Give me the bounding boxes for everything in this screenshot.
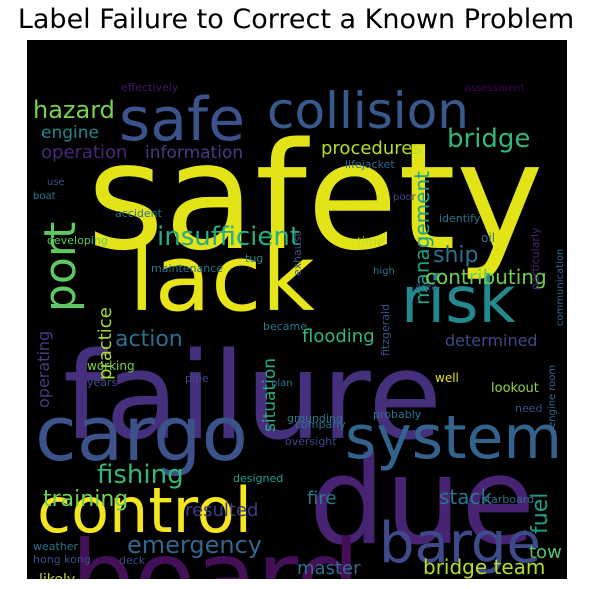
word-oversight: oversight: [285, 435, 337, 448]
word-poor: poor: [393, 192, 417, 203]
word-high: high: [373, 266, 395, 277]
word-determined: determined: [445, 331, 538, 350]
word-board: board: [71, 519, 360, 579]
word-flooding: flooding: [302, 326, 375, 347]
word-management: management: [410, 171, 434, 305]
word-insufficient: insufficient: [157, 222, 300, 252]
word-safe: safe: [119, 85, 245, 155]
word-failure: failure: [63, 328, 442, 467]
word-ship: ship: [433, 243, 478, 268]
word-collision: collision: [267, 82, 469, 140]
word-engine: engine: [41, 123, 99, 143]
word-resulted: resulted: [185, 500, 258, 521]
word-effectively: effectively: [121, 81, 179, 94]
word-information: information: [145, 143, 243, 163]
word-fitzgerald: fitzgerald: [379, 304, 392, 356]
word-cargo: cargo: [35, 389, 248, 478]
word-area: area: [415, 282, 437, 293]
word-became: became: [263, 320, 307, 333]
word-barge: barge: [379, 511, 541, 576]
word-practice: practice: [95, 307, 116, 380]
word-stack: stack: [439, 485, 493, 509]
word-well: well: [435, 371, 459, 385]
word-lack: lack: [129, 225, 316, 332]
word-fire: fire: [307, 488, 336, 509]
word-boat: boat: [33, 191, 56, 202]
word-operation: operation: [41, 142, 127, 163]
word-lifejacket: lifejacket: [345, 158, 395, 171]
word-starboard: starboard: [481, 493, 534, 506]
chart-title: Label Failure to Correct a Known Problem: [17, 4, 575, 35]
word-assessment: assessment: [465, 83, 524, 94]
word-system: system: [345, 403, 562, 473]
word-pipe: pipe: [185, 372, 209, 385]
word-procedures: procedures: [321, 138, 422, 159]
word-likely: likely: [39, 572, 75, 579]
word-oil: oil: [481, 231, 495, 245]
word-grounding: grounding: [287, 412, 343, 425]
word-fishing: fishing: [97, 460, 184, 490]
word-designed: designed: [233, 472, 283, 485]
word-deck: deck: [119, 554, 146, 567]
word-plan: plan: [271, 378, 293, 389]
word-action: action: [115, 327, 183, 352]
word-probably: probably: [373, 408, 422, 421]
word-use: use: [47, 177, 65, 188]
word-training: training: [43, 487, 128, 512]
word-communication: communication: [555, 249, 566, 326]
word-working: working: [87, 359, 135, 373]
word-bridge-team: bridge team: [423, 555, 545, 579]
word-years: years: [87, 376, 118, 389]
word-situation: situation: [260, 358, 280, 432]
word-weather: weather: [33, 540, 79, 553]
word-accident: accident: [115, 207, 163, 220]
word-lookout: lookout: [491, 381, 539, 396]
word-operating: operating: [34, 331, 53, 408]
word-emergency: emergency: [127, 531, 262, 559]
word-master: master: [297, 558, 361, 579]
word-port: port: [35, 222, 86, 312]
word-need: need: [515, 402, 543, 415]
word-safety: safety: [87, 111, 544, 283]
word-exhaust: exhaust: [291, 232, 304, 276]
word-risk: risk: [401, 264, 516, 338]
word-bridge: bridge: [447, 124, 530, 154]
word-company: company: [295, 418, 346, 431]
word-due: due: [309, 433, 535, 572]
word-contributing: contributing: [425, 265, 547, 289]
word-identify: identify: [439, 212, 481, 225]
word-tow: tow: [529, 542, 562, 563]
word-particularly: particularly: [529, 227, 542, 290]
word-hazard: hazard: [33, 96, 115, 124]
word-developing: developing: [47, 234, 108, 247]
word-engine-room: engine room: [547, 365, 558, 428]
word-cloud-canvas: safety failure lack due board cargo system cont…: [27, 40, 567, 579]
word-fuel: fuel: [528, 493, 553, 534]
word-maintenance: maintenance: [151, 262, 223, 275]
word-tug: tug: [245, 252, 263, 265]
word-control: control: [37, 474, 252, 547]
word-time: time: [357, 235, 384, 249]
word-hong-kong: hong kong: [33, 553, 91, 566]
